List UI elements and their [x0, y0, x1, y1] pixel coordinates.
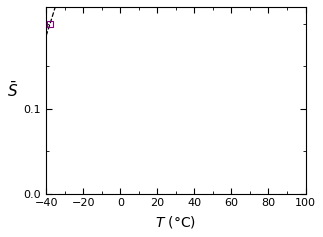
Y-axis label: $\bar{S}$: $\bar{S}$	[7, 81, 18, 100]
X-axis label: $T$ (°C): $T$ (°C)	[155, 214, 196, 230]
